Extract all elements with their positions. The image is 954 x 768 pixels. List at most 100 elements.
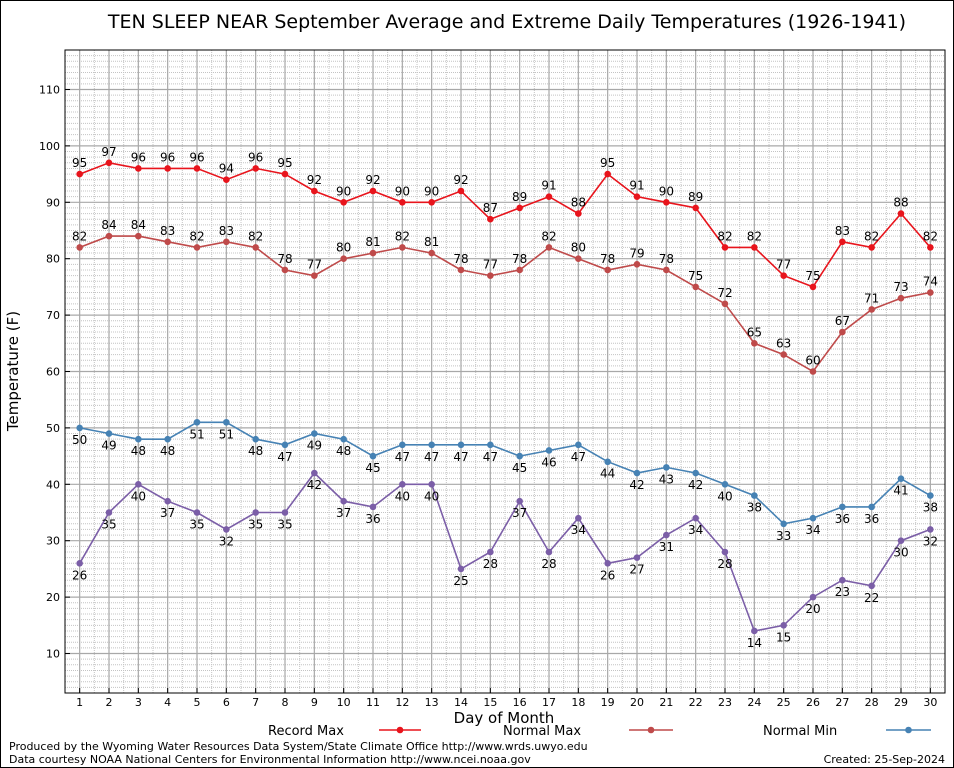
normal-max-point <box>780 351 787 358</box>
normal-max-point <box>663 266 670 274</box>
normal-min-point <box>428 441 435 449</box>
y-tick-label: 70 <box>46 309 60 322</box>
record-max-data-label: 95 <box>600 156 615 170</box>
record-max-point <box>399 198 406 206</box>
record-max-point <box>663 198 670 206</box>
record-min-point <box>809 593 817 601</box>
normal-max-point <box>311 272 318 279</box>
normal-max-data-label: 78 <box>512 252 527 266</box>
record-min-data-label: 34 <box>688 523 703 537</box>
legend-marker-record-max <box>396 726 404 734</box>
normal-min-point <box>663 464 670 471</box>
record-max-data-label: 90 <box>424 184 439 198</box>
x-tick-label: 20 <box>630 696 644 709</box>
record-min-point <box>105 509 113 516</box>
record-min-point <box>516 497 523 505</box>
record-max-data-label: 88 <box>571 196 586 210</box>
record-max-point <box>105 159 113 167</box>
record-max-data-label: 91 <box>541 179 556 193</box>
normal-max-data-label: 78 <box>659 252 674 266</box>
record-max-point <box>633 193 641 200</box>
x-tick-label: 25 <box>777 696 791 709</box>
record-max-point <box>516 204 523 212</box>
normal-min-point <box>281 441 289 449</box>
record-min-point <box>223 526 230 533</box>
normal-max-point <box>633 261 641 268</box>
record-max-point <box>135 165 142 172</box>
normal-min-point <box>839 503 846 511</box>
y-tick-label: 90 <box>46 196 60 209</box>
legend-marker-normal-min <box>905 726 912 734</box>
normal-max-point <box>809 368 817 375</box>
x-tick-label: 3 <box>135 696 142 709</box>
record-max-data-label: 82 <box>923 229 938 243</box>
record-max-point <box>369 187 377 195</box>
normal-max-point <box>164 238 171 246</box>
normal-min-point <box>633 469 641 477</box>
normal-max-point <box>604 266 611 274</box>
x-tick-label: 24 <box>747 696 761 709</box>
record-min-data-label: 37 <box>160 506 175 520</box>
normal-min-data-label: 51 <box>219 427 234 441</box>
record-max-point <box>897 210 905 217</box>
y-tick-label: 100 <box>39 140 60 153</box>
record-max-data-label: 95 <box>72 156 87 170</box>
normal-max-point <box>692 283 699 291</box>
normal-min-data-label: 48 <box>160 444 175 458</box>
record-max-data-label: 82 <box>747 229 762 243</box>
normal-min-point <box>340 435 347 443</box>
normal-min-point <box>457 441 465 449</box>
x-tick-label: 13 <box>425 696 439 709</box>
normal-max-point <box>897 294 905 302</box>
record-min-point <box>369 503 377 511</box>
normal-max-point <box>575 255 582 262</box>
normal-min-data-label: 48 <box>248 444 263 458</box>
normal-max-data-label: 73 <box>893 280 908 294</box>
record-min-data-label: 26 <box>72 568 87 582</box>
normal-min-data-label: 50 <box>72 433 87 447</box>
normal-min-point <box>105 430 113 437</box>
record-min-point <box>76 559 83 567</box>
legend-label-normal-max: Normal Max <box>503 724 581 739</box>
x-tick-label: 26 <box>806 696 820 709</box>
normal-max-data-label: 79 <box>629 246 644 260</box>
normal-min-point <box>780 520 787 528</box>
normal-max-data-label: 60 <box>805 354 820 368</box>
record-min-data-label: 40 <box>424 489 439 503</box>
record-max-data-label: 90 <box>336 184 351 198</box>
normal-max-point <box>399 244 406 251</box>
normal-min-data-label: 41 <box>893 484 908 498</box>
normal-max-data-label: 84 <box>101 218 116 232</box>
y-tick-label: 50 <box>46 422 60 435</box>
record-max-data-label: 89 <box>512 190 527 204</box>
normal-max-point <box>105 232 113 240</box>
normal-max-point <box>927 289 934 296</box>
record-min-point <box>868 582 875 590</box>
grid <box>64 49 946 694</box>
normal-min-data-label: 42 <box>629 478 644 492</box>
normal-min-data-label: 36 <box>864 512 879 526</box>
normal-max-data-label: 63 <box>776 337 791 351</box>
data-labels: 95 97 96 96 96 94 96 95 92 90 92 90 90 92 87 89 91 88 95 91… <box>72 145 938 650</box>
y-tick-label: 40 <box>46 478 60 491</box>
record-min-point <box>575 514 582 522</box>
record-min-data-label: 40 <box>395 489 410 503</box>
normal-min-data-label: 48 <box>336 444 351 458</box>
record-min-data-label: 34 <box>571 523 586 537</box>
normal-min-data-label: 44 <box>600 467 615 481</box>
normal-min-point <box>516 452 523 460</box>
y-tick-label: 60 <box>46 366 60 379</box>
normal-max-data-label: 83 <box>160 224 175 238</box>
normal-max-data-label: 81 <box>424 235 439 249</box>
normal-max-point <box>487 272 494 279</box>
x-tick-label: 4 <box>164 696 171 709</box>
normal-max-data-label: 67 <box>835 314 850 328</box>
chart-title: TEN SLEEP NEAR September Average and Ext… <box>107 11 906 33</box>
record-min-data-label: 22 <box>864 591 879 605</box>
record-max-point <box>193 165 201 172</box>
normal-min-data-label: 47 <box>277 450 292 464</box>
normal-min-point <box>575 441 582 449</box>
x-tick-label: 14 <box>454 696 468 709</box>
normal-max-data-label: 77 <box>483 258 498 272</box>
